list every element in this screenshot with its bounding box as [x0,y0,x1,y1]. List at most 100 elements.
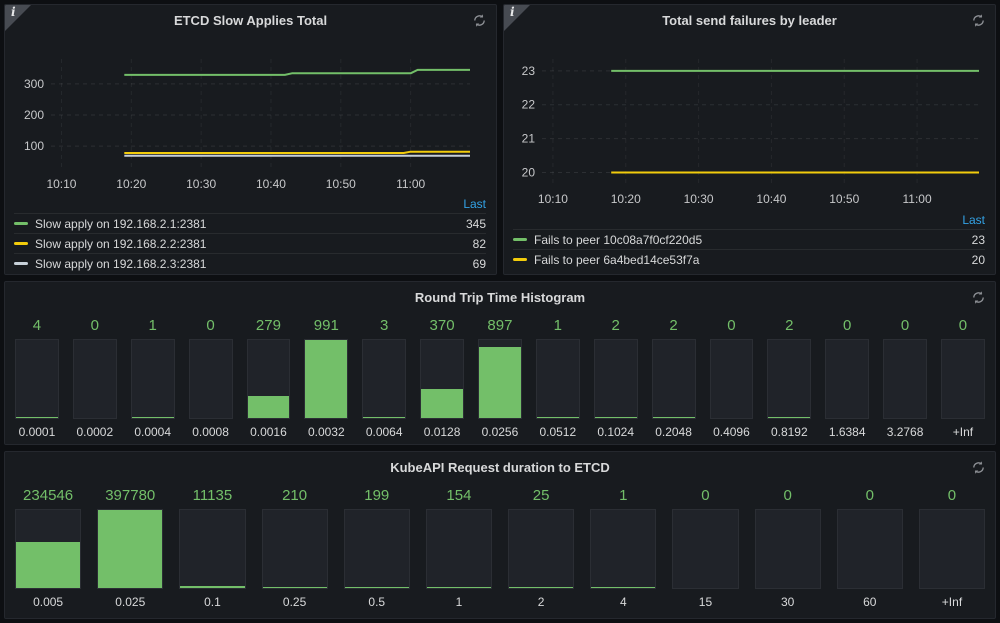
legend-last-header: Last [962,213,985,227]
legend-last-header: Last [463,197,486,211]
bar-value: 2 [785,317,794,334]
histogram-column: 0 15 [672,486,739,610]
bar-label: +Inf [941,595,963,609]
histogram-bar-fill [344,587,409,588]
refresh-icon[interactable] [971,13,986,28]
histogram-bar-track [15,509,82,589]
panel-header[interactable]: KubeAPI Request duration to ETCD [5,452,995,482]
y-tick-label: 200 [24,108,44,122]
series-label: Slow apply on 192.168.2.1:2381 [35,216,207,231]
histogram-column: 397780 0.025 [97,486,164,610]
x-tick-label: 10:50 [829,192,859,206]
series-last-value: 23 [971,232,985,247]
bar-label: 1.6384 [828,425,866,439]
bar-value: 0 [958,317,968,334]
panel-header[interactable]: Round Trip Time Histogram [5,282,995,312]
bar-value: 0 [900,317,910,334]
histogram-bar-track [836,509,903,589]
x-tick-label: 11:00 [903,192,932,206]
histogram-bar-fill [16,542,81,588]
histogram-bar-fill [98,510,163,588]
bar-label: 0.8192 [770,425,808,439]
histogram-bar-fill [247,396,290,418]
bar-value: 1 [148,317,157,334]
panel-round-trip-time-histogram: Round Trip Time Histogram 4 0.0001 0 0.0002… [4,281,996,445]
bar-value: 0 [206,317,215,334]
histogram-bar-fill [180,586,245,588]
panel-title: Total send failures by leader [662,12,837,28]
series-color-swatch [14,222,28,225]
bar-value: 1 [553,317,562,334]
x-tick-label: 10:50 [326,177,356,191]
histogram-bar-fill [652,417,695,418]
bar-value: 234546 [23,487,74,504]
chart-legend: Last Slow apply on 192.168.2.1:2381 345 Slo… [5,195,496,273]
panel-header[interactable]: Total send failures by leader [504,5,995,35]
histogram-bar-track [709,339,754,419]
refresh-icon[interactable] [971,290,986,305]
legend-row[interactable]: Slow apply on 192.168.2.1:2381 345 [14,213,486,233]
histogram-bar-fill [421,389,463,418]
histogram-bar-track [97,509,164,589]
timeseries-chart[interactable]: 10:10 10:20 10:30 10:40 10:50 11:00 100 200 300 [5,35,496,195]
histogram-column: 3 0.0064 [362,316,407,440]
bar-value: 2 [669,317,678,334]
bar-label: 15 [698,595,713,609]
histogram-column: 2 0.8192 [767,316,812,440]
histogram-bar-track [188,339,233,419]
bar-label: +Inf [952,425,974,439]
bar-value: 0 [783,487,792,504]
bar-label: 0.0008 [192,425,229,439]
x-tick-label: 10:10 [538,192,568,206]
series-color-swatch [14,242,28,245]
legend-row[interactable]: Slow apply on 192.168.2.2:2381 82 [14,233,486,253]
bar-label: 2 [537,595,545,609]
histogram-column: 0 +Inf [918,486,986,610]
histogram-bar-fill [479,347,521,418]
histogram-bar-track [420,339,464,419]
histogram-bar-track [593,339,638,419]
y-tick-label: 22 [522,98,536,112]
y-tick-label: 21 [522,132,536,146]
refresh-icon[interactable] [971,460,986,475]
bar-label: 4 [619,595,627,609]
legend-row[interactable]: Slow apply on 192.168.2.3:2381 69 [14,253,486,273]
panel-title: ETCD Slow Applies Total [173,12,328,28]
panel-etcd-slow-applies-total: i ETCD Slow Applies Total 10:10 10:20 10:3… [4,4,497,275]
panel-total-send-failures: i Total send failures by leader 10:10 10:… [503,4,996,275]
bar-value: 279 [255,317,281,334]
histogram-bar-track [590,509,657,589]
histogram-bar-track [304,339,349,419]
x-tick-label: 10:30 [684,192,714,206]
histogram-column: 0 30 [754,486,821,610]
panel-header[interactable]: ETCD Slow Applies Total [5,5,496,35]
histogram-bar-track [261,509,328,589]
bar-value: 3 [380,317,389,334]
histogram-bar-fill [594,417,637,418]
sync-arrows-glyph [973,291,984,304]
series-last-value: 20 [971,252,985,267]
histogram-bar-track [918,509,986,589]
histogram-bar-track [535,339,580,419]
x-tick-label: 10:30 [186,177,216,191]
histogram-bar-track [130,339,175,419]
bar-label: 0.0004 [134,425,172,439]
bar-label: 0.1 [204,595,221,609]
legend-row[interactable]: Fails to peer 6a4bed14ce53f7a 20 [513,249,985,269]
bar-value: 0 [947,487,957,504]
bar-label: 0.0001 [18,425,56,439]
bar-label: 0.0002 [76,425,114,439]
bar-value: 11135 [192,487,233,504]
series-last-value: 82 [472,236,486,251]
refresh-icon[interactable] [472,13,487,28]
histogram-bar-fill [768,417,811,418]
legend-row[interactable]: Fails to peer 10c08a7f0cf220d5 23 [513,229,985,249]
bar-value: 4 [32,317,42,334]
series-color-swatch [513,258,527,261]
bar-label: 0.5 [368,595,386,609]
timeseries-chart[interactable]: 10:10 10:20 10:30 10:40 10:50 11:00 20 21 22 23 [504,35,995,211]
histogram-column: 0 3.2768 [883,316,927,440]
histogram-column: 0 60 [836,486,903,610]
bar-label: 3.2768 [886,425,924,439]
